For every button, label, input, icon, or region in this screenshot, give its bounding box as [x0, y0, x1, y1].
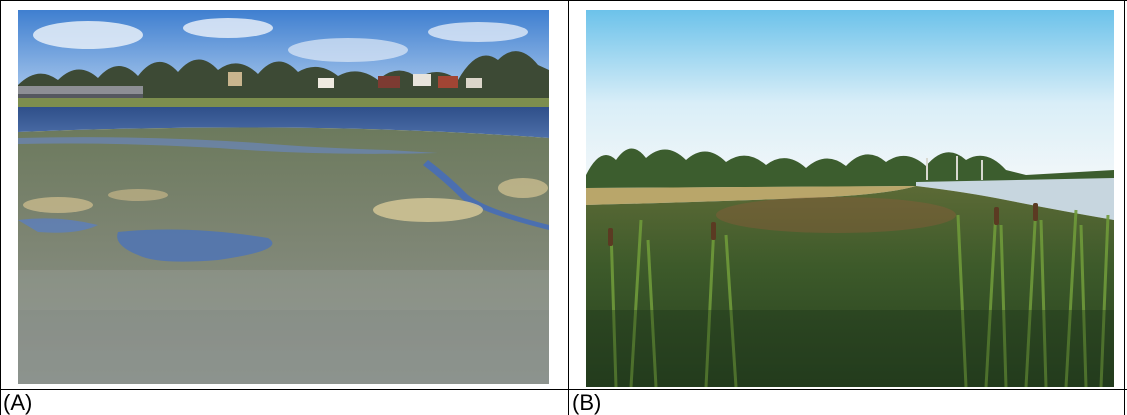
photo-b-image — [586, 10, 1114, 387]
photo-a — [18, 10, 549, 384]
caption-a: (A) — [3, 390, 33, 415]
table-border-right — [1124, 0, 1125, 415]
table-border-top — [0, 0, 1127, 1]
photo-a-image — [18, 10, 549, 384]
table-border-middle — [568, 0, 569, 415]
table-border-row — [0, 389, 1127, 390]
caption-b: (B) — [572, 390, 602, 415]
table-border-left — [0, 0, 1, 415]
photo-b — [586, 10, 1114, 387]
